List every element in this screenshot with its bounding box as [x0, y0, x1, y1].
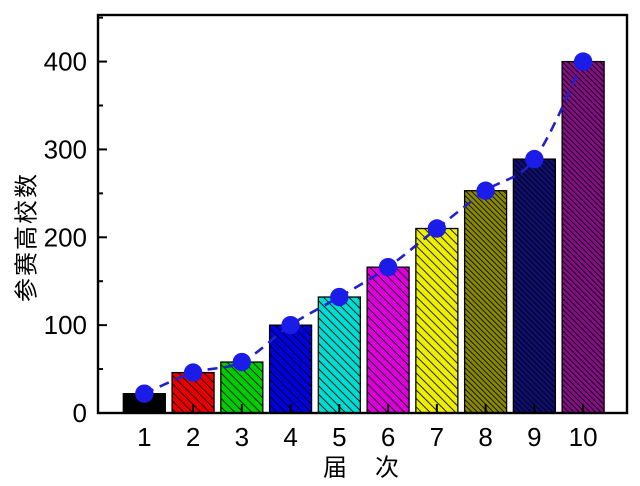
data-point-10 [573, 52, 593, 71]
bar-hatch-9 [513, 159, 556, 413]
x-tick-label-8: 8 [478, 422, 492, 452]
x-tick-label-4: 4 [283, 422, 297, 452]
x-tick-label-10: 10 [569, 422, 598, 452]
data-point-1 [135, 384, 154, 403]
data-point-7 [427, 219, 447, 238]
data-point-2 [183, 363, 203, 382]
y-tick-label-200: 200 [44, 222, 87, 252]
bar-hatch-5 [318, 297, 361, 413]
data-point-3 [232, 352, 252, 372]
x-tick-label-3: 3 [235, 422, 249, 452]
data-point-6 [378, 257, 398, 277]
y-tick-label-400: 400 [44, 47, 87, 77]
y-tick-label-100: 100 [44, 310, 87, 340]
bar-hatch-4 [269, 325, 312, 413]
plot-border [96, 13, 629, 415]
bar-hatch-7 [415, 228, 458, 413]
bar-1 [123, 393, 166, 413]
x-tick-label-6: 6 [381, 422, 395, 452]
bar-hatch-8 [464, 190, 507, 413]
x-tick-label-5: 5 [332, 422, 346, 452]
x-axis-title: 届 次 [323, 454, 401, 482]
x-tick-label-7: 7 [430, 422, 444, 452]
trend-line [143, 61, 585, 395]
x-tick-label-2: 2 [186, 422, 200, 452]
data-point-9 [525, 149, 544, 169]
x-tick-label-9: 9 [527, 422, 541, 452]
bar-hatch-10 [562, 61, 605, 413]
x-tick-label-1: 1 [137, 422, 151, 452]
data-point-4 [281, 315, 300, 335]
y-tick-label-300: 300 [44, 134, 87, 164]
data-point-5 [330, 287, 349, 307]
y-axis-title: 参赛高校数 [13, 172, 41, 302]
y-tick-label-0: 0 [73, 398, 87, 428]
bar-hatch-6 [367, 267, 410, 413]
data-point-8 [476, 181, 495, 200]
